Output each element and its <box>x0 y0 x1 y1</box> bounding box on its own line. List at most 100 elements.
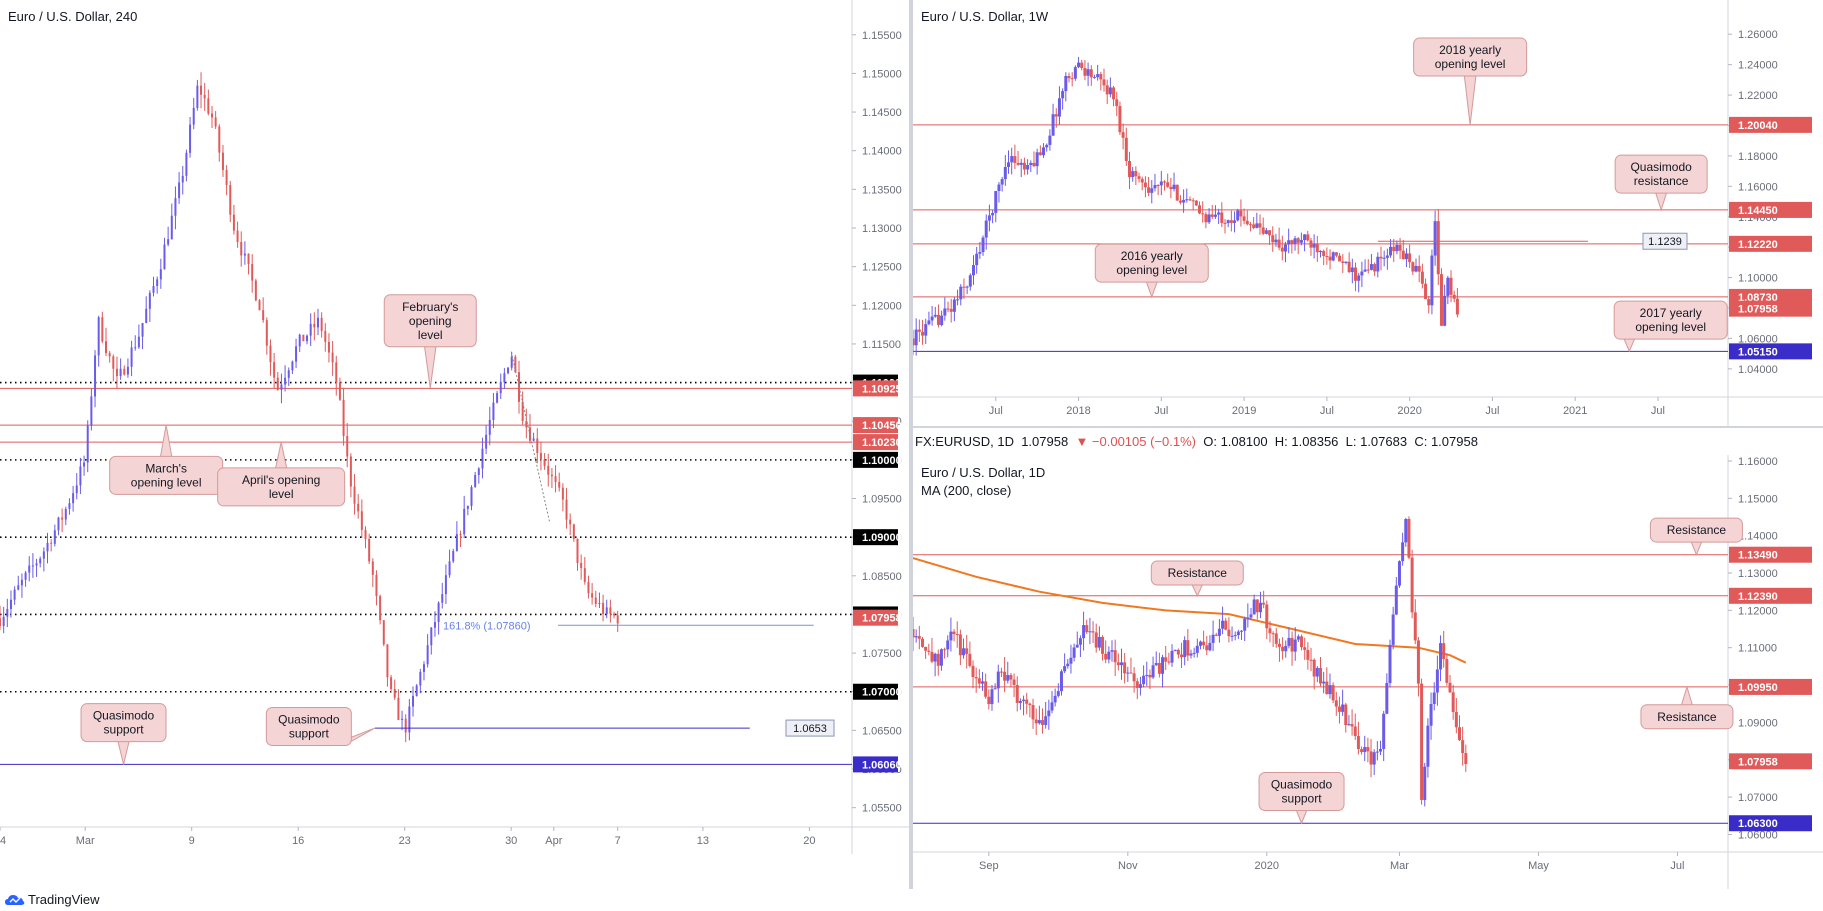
candle-body <box>1195 645 1199 653</box>
candle-body <box>1350 724 1354 727</box>
candle-body <box>1398 244 1402 251</box>
candle-body <box>1069 657 1073 664</box>
y-tick-label: 1.06000 <box>1738 829 1778 841</box>
tradingview-cloud-icon[interactable] <box>4 892 26 908</box>
candle-body <box>459 534 462 536</box>
candle-body <box>1210 214 1214 217</box>
daily-chart[interactable]: 1.16000 1.15000 1.14000 1.13000 1.12000 1.110… <box>913 455 1823 889</box>
candle-body <box>1148 674 1152 678</box>
callout-label: resistance <box>1634 174 1689 188</box>
candle-body <box>1287 240 1291 245</box>
price-label: 1.09000 <box>862 532 902 544</box>
callout-box <box>217 467 346 507</box>
x-tick-label: Jul <box>989 405 1003 417</box>
candle-body <box>1178 200 1182 203</box>
candle-body <box>455 534 458 551</box>
y-tick-label: 1.07000 <box>1738 792 1778 804</box>
candle-body <box>939 649 943 666</box>
candle-body <box>123 368 126 375</box>
y-tick-label: 1.07500 <box>862 648 902 660</box>
daily-ma-legend: MA (200, close) <box>921 483 1012 498</box>
candle-body <box>17 585 20 590</box>
candle-body <box>6 608 9 617</box>
candle-body <box>196 85 199 108</box>
candle-body <box>75 485 78 494</box>
candle-body <box>1147 187 1151 193</box>
level-tag: 1.0653 <box>793 723 827 735</box>
y-tick-label: 1.18000 <box>1738 151 1778 163</box>
candle-body <box>20 579 23 586</box>
candle-body <box>466 505 469 509</box>
candle-body <box>914 329 918 346</box>
candle-body <box>419 671 422 686</box>
y-tick-label: 1.13000 <box>862 223 902 235</box>
y-tick-label: 1.12500 <box>862 262 902 274</box>
candle-body <box>1401 250 1405 260</box>
x-tick-label: 23 <box>399 835 411 847</box>
callout-box <box>80 703 167 743</box>
candle-body <box>1078 638 1082 645</box>
candle-body <box>1413 612 1417 641</box>
candle-body <box>1408 253 1412 263</box>
candle-body <box>1420 271 1424 284</box>
candle-body <box>401 718 404 720</box>
candle-body <box>379 596 382 621</box>
candle-body <box>126 366 129 375</box>
candle-body <box>1353 726 1357 737</box>
callout-label: Resistance <box>1667 523 1727 537</box>
candle-body <box>1220 212 1224 223</box>
candle-body <box>613 613 616 616</box>
candle-body <box>1104 653 1108 660</box>
x-tick-label: 16 <box>292 835 304 847</box>
quote-high: H: 1.08356 <box>1274 434 1339 449</box>
candle-body <box>1073 67 1077 79</box>
candle-body <box>946 640 950 650</box>
weekly-chart-panel[interactable]: 1.260001.240001.220001.200001.180001.160… <box>913 0 1823 426</box>
callout-label: 2016 yearly <box>1121 249 1183 263</box>
candle-body <box>1099 74 1103 80</box>
candle-body <box>514 356 517 373</box>
candle-body <box>408 706 411 733</box>
candle-body <box>1037 720 1041 724</box>
callout-box <box>1094 243 1209 283</box>
price-label: 1.14450 <box>1738 205 1778 217</box>
candle-body <box>930 316 934 321</box>
candle-body <box>933 653 937 662</box>
candle-body <box>521 401 524 422</box>
candle-body <box>547 465 550 475</box>
candle-body <box>1242 216 1246 221</box>
candle-body <box>1097 636 1101 648</box>
candle-body <box>1328 685 1332 695</box>
candle-body <box>1461 740 1465 754</box>
candle-body <box>1454 711 1458 728</box>
h4-chart[interactable]: 1.15500 1.15000 1.14500 1.14000 1.13500 1.130… <box>0 0 909 854</box>
candle-body <box>448 561 451 576</box>
panel-divider-vertical[interactable] <box>909 0 913 889</box>
weekly-chart[interactable]: 1.260001.240001.220001.200001.180001.160… <box>913 0 1823 426</box>
price-label: 1.20040 <box>1738 120 1778 132</box>
candle-body <box>598 603 601 605</box>
x-tick-label: Jul <box>1485 405 1499 417</box>
price-label: 1.10450 <box>862 420 902 432</box>
h4-chart-panel[interactable]: 1.15500 1.15000 1.14500 1.14000 1.13500 1.130… <box>0 0 909 854</box>
x-tick-label: Jul <box>1320 405 1334 417</box>
candle-body <box>298 334 301 347</box>
candle-body <box>203 94 206 99</box>
candle-body <box>1169 186 1173 190</box>
price-label: 1.10925 <box>862 383 902 395</box>
candle-body <box>1464 753 1468 764</box>
candle-body <box>368 539 371 562</box>
candle-body <box>1382 713 1386 749</box>
candle-body <box>1022 699 1026 702</box>
panel-divider-horizontal[interactable] <box>913 426 1823 428</box>
candle-body <box>1107 651 1111 660</box>
daily-chart-panel[interactable]: 1.16000 1.15000 1.14000 1.13000 1.12000 1.110… <box>913 455 1823 889</box>
y-tick-label: 1.06500 <box>862 725 902 737</box>
candle-body <box>1029 162 1033 165</box>
candle-body <box>1439 274 1443 326</box>
candle-body <box>1009 675 1013 680</box>
candle-body <box>1255 599 1259 613</box>
tradingview-brand[interactable]: TradingView <box>28 892 100 907</box>
candle-body <box>1045 144 1049 148</box>
candle-body <box>1067 75 1071 79</box>
